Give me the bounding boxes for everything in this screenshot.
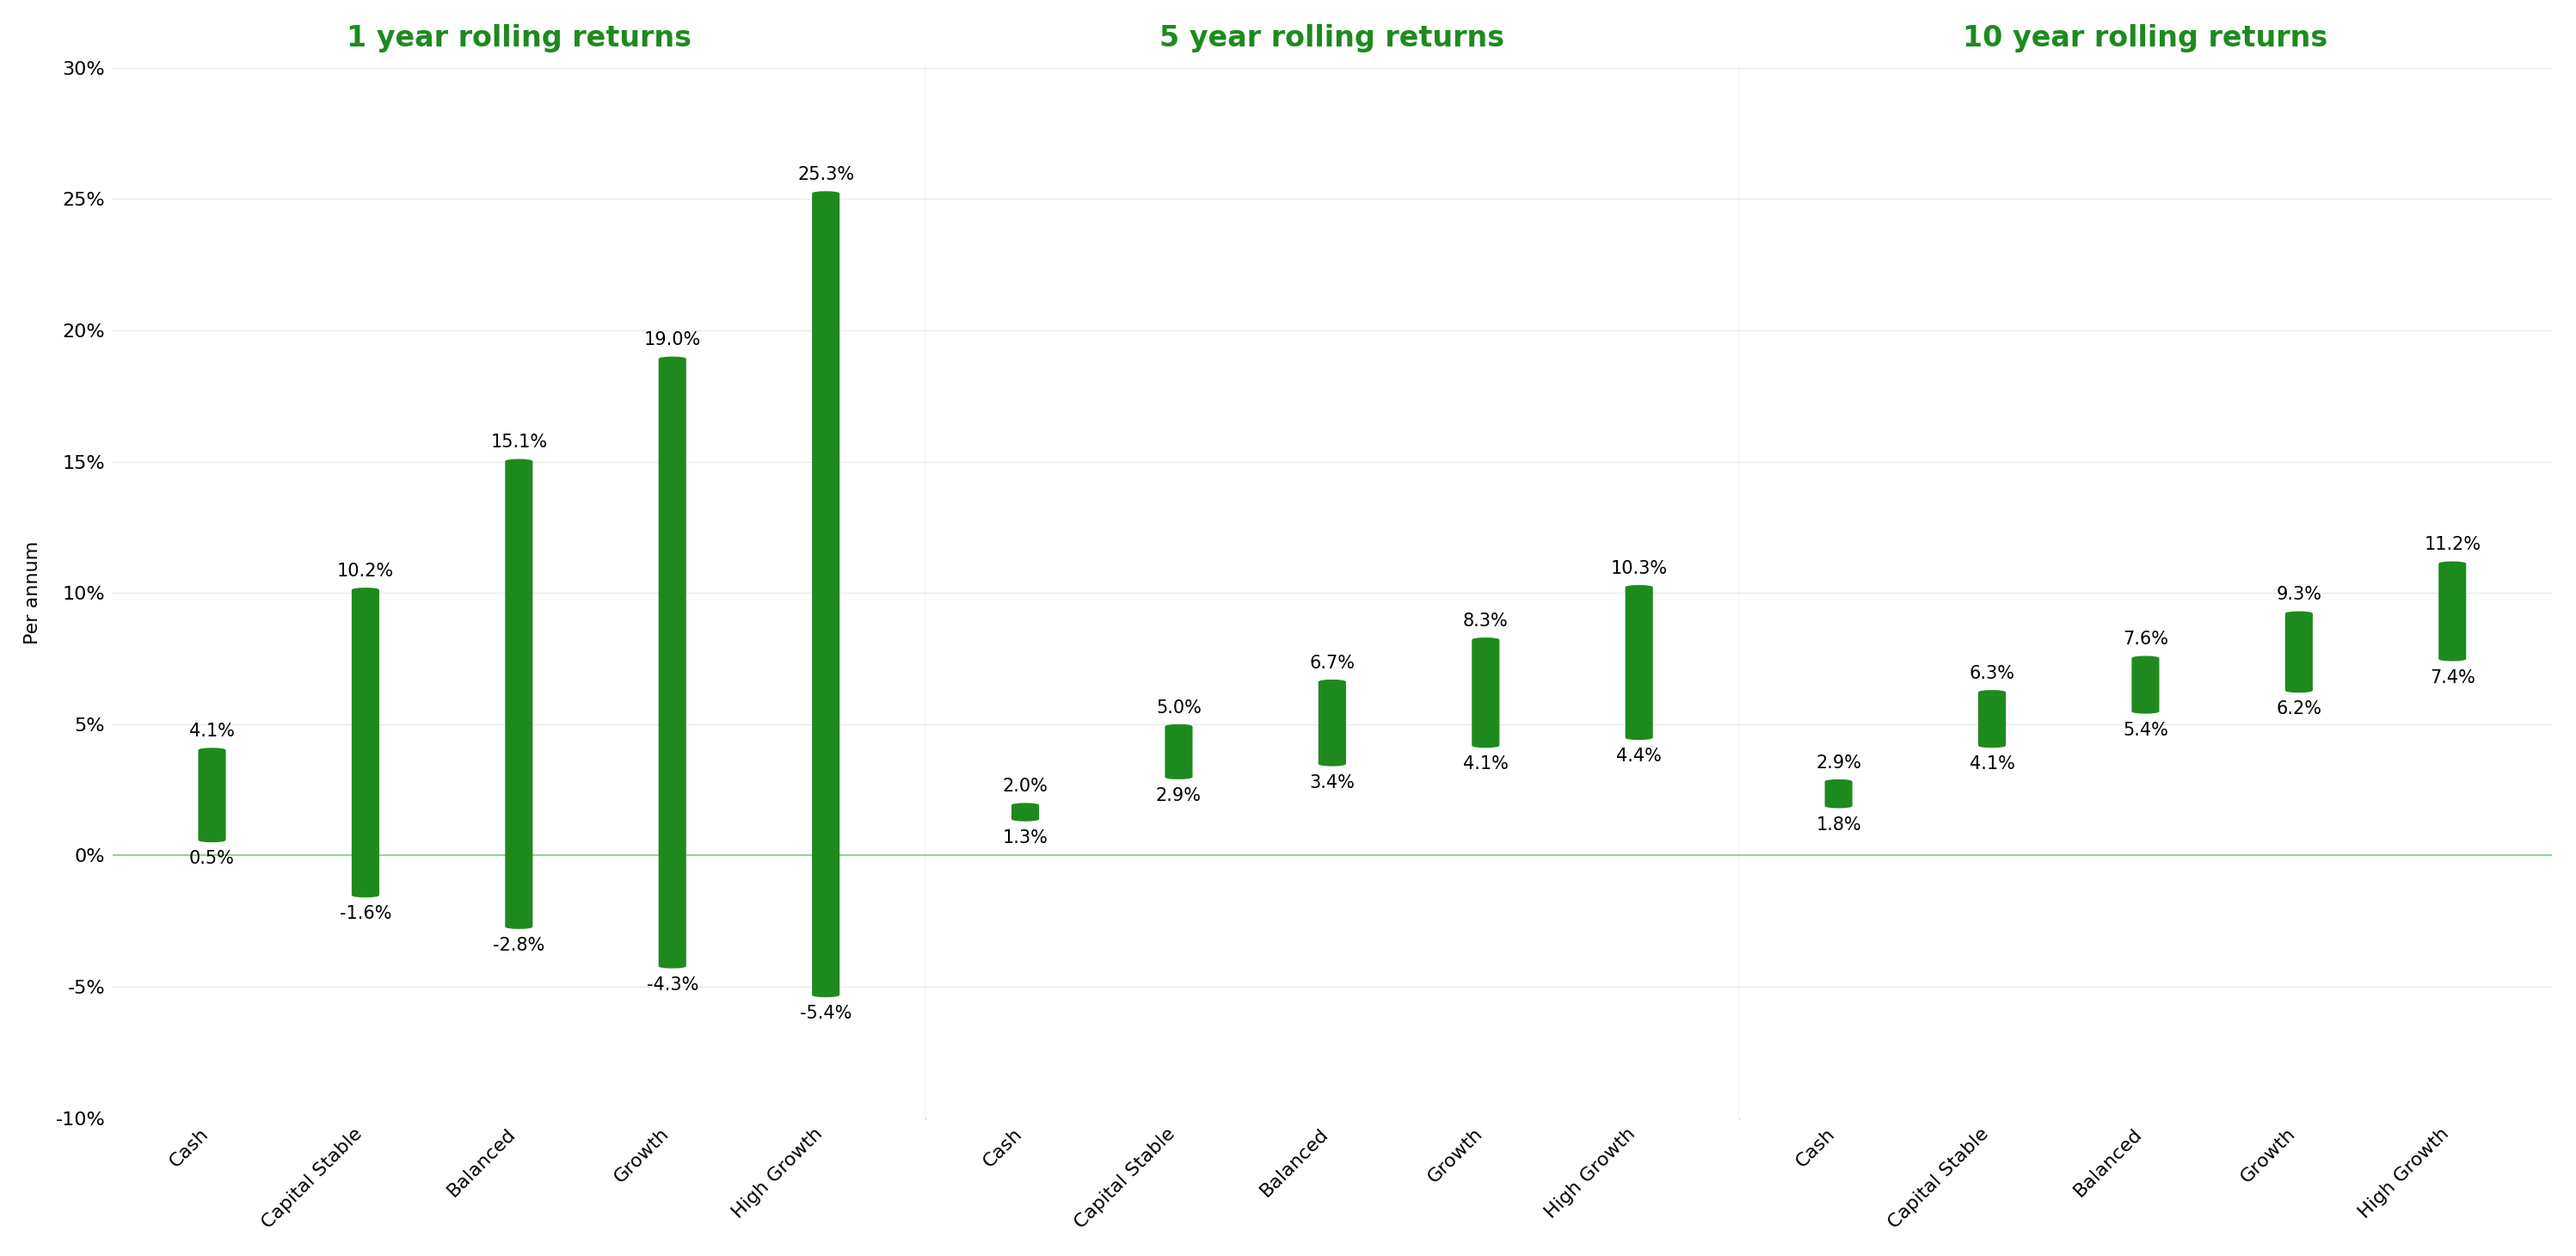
FancyBboxPatch shape (353, 588, 379, 898)
Text: 6.7%: 6.7% (1309, 654, 1355, 672)
FancyBboxPatch shape (2285, 612, 2313, 692)
Text: 9.3%: 9.3% (2277, 587, 2321, 603)
Text: -1.6%: -1.6% (340, 906, 392, 923)
Text: 6.2%: 6.2% (2277, 701, 2321, 717)
Text: 10.2%: 10.2% (337, 563, 394, 580)
FancyBboxPatch shape (2439, 561, 2465, 661)
Title: 10 year rolling returns: 10 year rolling returns (1963, 24, 2329, 53)
Text: 4.1%: 4.1% (188, 722, 234, 740)
Text: 5.0%: 5.0% (1157, 700, 1200, 716)
FancyBboxPatch shape (659, 357, 685, 968)
Text: 2.9%: 2.9% (1816, 755, 1862, 771)
Text: -5.4%: -5.4% (799, 1005, 853, 1022)
Text: 3.4%: 3.4% (1309, 774, 1355, 791)
FancyBboxPatch shape (1164, 725, 1193, 779)
Text: 25.3%: 25.3% (799, 166, 855, 183)
Text: 7.6%: 7.6% (2123, 631, 2169, 648)
Text: 7.4%: 7.4% (2429, 669, 2476, 686)
FancyBboxPatch shape (1824, 779, 1852, 808)
FancyBboxPatch shape (1012, 803, 1038, 821)
Text: 5.4%: 5.4% (2123, 721, 2169, 739)
Text: -4.3%: -4.3% (647, 976, 698, 993)
Text: 8.3%: 8.3% (1463, 613, 1510, 629)
FancyBboxPatch shape (2133, 656, 2159, 713)
Text: 2.9%: 2.9% (1157, 788, 1200, 804)
Text: 0.5%: 0.5% (188, 850, 234, 868)
FancyBboxPatch shape (1978, 690, 2007, 747)
Text: 19.0%: 19.0% (644, 332, 701, 349)
Text: 15.1%: 15.1% (489, 433, 546, 451)
Text: 11.2%: 11.2% (2424, 536, 2481, 554)
Text: 10.3%: 10.3% (1610, 560, 1667, 578)
Title: 1 year rolling returns: 1 year rolling returns (345, 24, 690, 53)
FancyBboxPatch shape (1319, 679, 1347, 766)
Title: 5 year rolling returns: 5 year rolling returns (1159, 24, 1504, 53)
Text: 4.1%: 4.1% (1968, 756, 2014, 772)
Y-axis label: Per annum: Per annum (23, 541, 41, 644)
Text: 6.3%: 6.3% (1968, 664, 2014, 682)
Text: 1.8%: 1.8% (1816, 816, 1862, 833)
Text: 1.3%: 1.3% (1002, 829, 1048, 847)
FancyBboxPatch shape (1471, 638, 1499, 747)
FancyBboxPatch shape (505, 458, 533, 929)
Text: 2.0%: 2.0% (1002, 777, 1048, 795)
Text: 4.4%: 4.4% (1615, 747, 1662, 765)
Text: -2.8%: -2.8% (492, 937, 544, 955)
FancyBboxPatch shape (811, 191, 840, 997)
FancyBboxPatch shape (1625, 585, 1654, 740)
Text: 4.1%: 4.1% (1463, 756, 1510, 772)
FancyBboxPatch shape (198, 747, 227, 843)
